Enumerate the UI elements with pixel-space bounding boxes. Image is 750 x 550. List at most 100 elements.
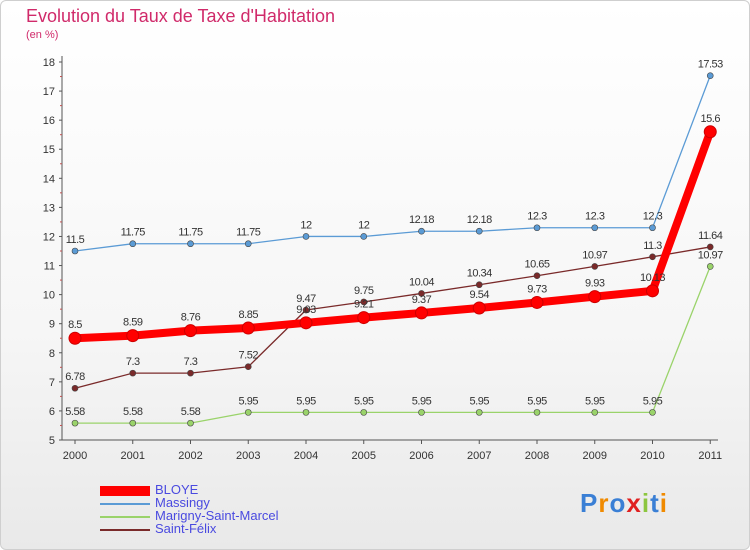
y-tick-label: 10 <box>43 290 55 302</box>
data-point-marigny-saint-marcel <box>418 409 425 416</box>
data-point-bloye <box>357 311 371 325</box>
data-label-bloye: 9.03 <box>296 304 316 316</box>
chart-subtitle: (en %) <box>26 29 59 41</box>
data-point-saint-f-lix <box>649 253 656 261</box>
data-point-bloye <box>646 284 659 298</box>
data-point-massingy <box>706 72 714 79</box>
data-point-massingy <box>475 227 483 235</box>
y-tick-label: 14 <box>43 173 55 185</box>
logo-letter: o <box>609 488 627 518</box>
data-point-marigny-saint-marcel <box>71 419 79 427</box>
data-label-marigny-saint-marcel: 5.95 <box>643 395 663 407</box>
data-point-massingy <box>360 233 368 240</box>
data-point-saint-f-lix <box>533 272 541 280</box>
data-point-marigny-saint-marcel <box>706 263 714 270</box>
data-point-marigny-saint-marcel <box>591 409 599 416</box>
legend-swatch <box>100 515 150 518</box>
series-line-saint-f-lix <box>74 246 711 389</box>
data-point-bloye <box>68 331 82 345</box>
data-label-massingy: 17.53 <box>698 59 723 71</box>
data-label-saint-f-lix: 10.34 <box>467 268 492 280</box>
data-label-saint-f-lix: 9.47 <box>296 293 316 305</box>
x-tick-label: 2010 <box>640 450 664 462</box>
y-tick-label: 5 <box>49 435 55 447</box>
legend-swatch <box>100 502 150 505</box>
y-tick-label: 12 <box>43 231 55 243</box>
y-tick-label: 9 <box>49 319 55 331</box>
data-label-marigny-saint-marcel: 5.95 <box>296 395 316 407</box>
y-tick-label: 13 <box>43 202 55 214</box>
data-label-saint-f-lix: 11.64 <box>698 230 723 242</box>
data-point-saint-f-lix <box>706 243 714 251</box>
data-label-saint-f-lix: 10.65 <box>524 259 549 271</box>
data-point-bloye <box>530 295 544 309</box>
data-point-bloye <box>415 306 428 320</box>
logo-letter: x <box>626 488 642 518</box>
data-point-saint-f-lix <box>475 281 483 289</box>
data-point-marigny-saint-marcel <box>129 419 137 427</box>
data-label-bloye: 8.76 <box>181 312 201 324</box>
data-label-saint-f-lix: 7.52 <box>239 350 259 362</box>
logo-letter: r <box>598 488 610 518</box>
y-tick-label: 11 <box>44 261 55 273</box>
data-point-saint-f-lix <box>591 263 599 270</box>
data-point-saint-f-lix <box>71 384 79 392</box>
data-point-bloye <box>472 301 486 315</box>
data-point-marigny-saint-marcel <box>187 419 194 427</box>
legend-swatch <box>100 485 150 496</box>
x-tick-label: 2008 <box>525 450 549 462</box>
y-tick-label: 6 <box>49 406 55 418</box>
data-point-saint-f-lix <box>360 298 368 306</box>
data-label-marigny-saint-marcel: 5.58 <box>181 406 201 418</box>
data-label-marigny-saint-marcel: 5.95 <box>527 395 547 407</box>
data-label-marigny-saint-marcel: 5.95 <box>239 395 259 407</box>
x-tick-label: 2004 <box>294 450 318 462</box>
data-point-bloye <box>588 290 602 304</box>
data-label-marigny-saint-marcel: 5.95 <box>585 395 605 407</box>
data-point-massingy <box>129 240 137 248</box>
data-point-massingy <box>302 233 310 240</box>
data-point-marigny-saint-marcel <box>475 409 483 416</box>
data-label-marigny-saint-marcel: 5.95 <box>470 395 490 407</box>
x-tick-label: 2003 <box>236 450 260 462</box>
legend-label: Saint-Félix <box>155 521 217 536</box>
data-point-massingy <box>187 240 194 248</box>
y-tick-label: 18 <box>43 57 55 69</box>
data-point-bloye <box>241 321 255 335</box>
data-label-marigny-saint-marcel: 10.97 <box>698 249 723 261</box>
x-tick-label: 2002 <box>178 450 202 462</box>
data-label-massingy: 11.75 <box>178 227 203 239</box>
data-label-bloye: 9.93 <box>585 278 605 290</box>
data-point-massingy <box>649 224 656 232</box>
data-label-bloye: 8.85 <box>239 309 259 321</box>
data-point-massingy <box>591 224 599 232</box>
data-point-massingy <box>418 227 425 235</box>
data-label-saint-f-lix: 9.75 <box>354 285 374 297</box>
data-label-bloye: 15.6 <box>701 113 721 125</box>
x-tick-label: 2000 <box>63 450 87 462</box>
data-point-saint-f-lix <box>302 306 310 314</box>
data-label-marigny-saint-marcel: 5.58 <box>123 406 143 418</box>
data-point-marigny-saint-marcel <box>360 409 368 416</box>
legend-swatch <box>100 528 150 531</box>
proxiti-logo: Proxiti <box>580 488 668 519</box>
x-tick-label: 2001 <box>121 450 145 462</box>
y-tick-label: 17 <box>43 86 55 98</box>
data-point-saint-f-lix <box>129 369 137 377</box>
data-label-bloye: 9.73 <box>527 283 547 295</box>
data-label-massingy: 12.18 <box>409 214 434 226</box>
data-label-massingy: 12 <box>358 219 370 231</box>
data-label-bloye: 9.21 <box>354 299 374 311</box>
data-label-bloye: 8.59 <box>123 317 143 329</box>
data-label-bloye: 10.13 <box>640 272 665 284</box>
x-tick-label: 2005 <box>352 450 376 462</box>
data-label-saint-f-lix: 7.3 <box>184 356 198 368</box>
series-line-marigny-saint-marcel <box>74 265 711 424</box>
x-tick-label: 2007 <box>467 450 491 462</box>
data-label-massingy: 12.3 <box>643 211 663 223</box>
data-label-massingy: 12 <box>300 219 312 231</box>
logo-letter: P <box>580 488 599 518</box>
data-point-marigny-saint-marcel <box>244 409 252 416</box>
